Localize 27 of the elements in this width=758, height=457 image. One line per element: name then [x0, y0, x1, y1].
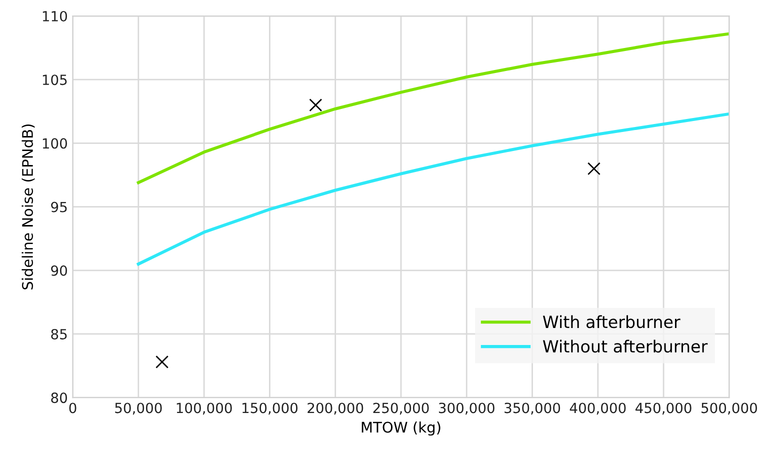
x-tick-label: 250,000	[373, 402, 429, 415]
y-tick-label: 100	[42, 138, 67, 149]
x-tick-label: 50,000	[115, 402, 162, 415]
x-tick-label: 300,000	[438, 402, 494, 415]
y-tick-label: 90	[51, 265, 67, 276]
x-tick-label: 500,000	[702, 402, 757, 415]
x-tick-label: 0	[69, 402, 76, 414]
point	[309, 98, 322, 112]
x-axis-title: MTOW (kg)	[362, 421, 440, 436]
line-series	[136, 112, 730, 266]
point	[156, 355, 169, 368]
line-series	[136, 32, 730, 184]
legend-label: With afterburner	[542, 315, 680, 328]
y-axis-title: Sideline Noise (EPNdB)	[22, 124, 35, 290]
x-tick-label: 100,000	[176, 402, 232, 415]
point	[587, 162, 600, 176]
x-tick-label: 150,000	[242, 402, 298, 415]
x-tick-label: 200,000	[308, 402, 364, 415]
legend-label: Without afterburner	[542, 340, 708, 353]
y-tick-label: 85	[51, 328, 67, 340]
x-tick-label: 450,000	[636, 402, 692, 415]
y-tick-label: 105	[42, 74, 67, 86]
y-tick-label: 80	[51, 392, 67, 404]
x-tick-label: 350,000	[504, 402, 560, 415]
y-tick-label: 110	[42, 10, 67, 22]
x-tick-label: 400,000	[570, 402, 626, 415]
y-tick-label: 95	[51, 202, 67, 212]
